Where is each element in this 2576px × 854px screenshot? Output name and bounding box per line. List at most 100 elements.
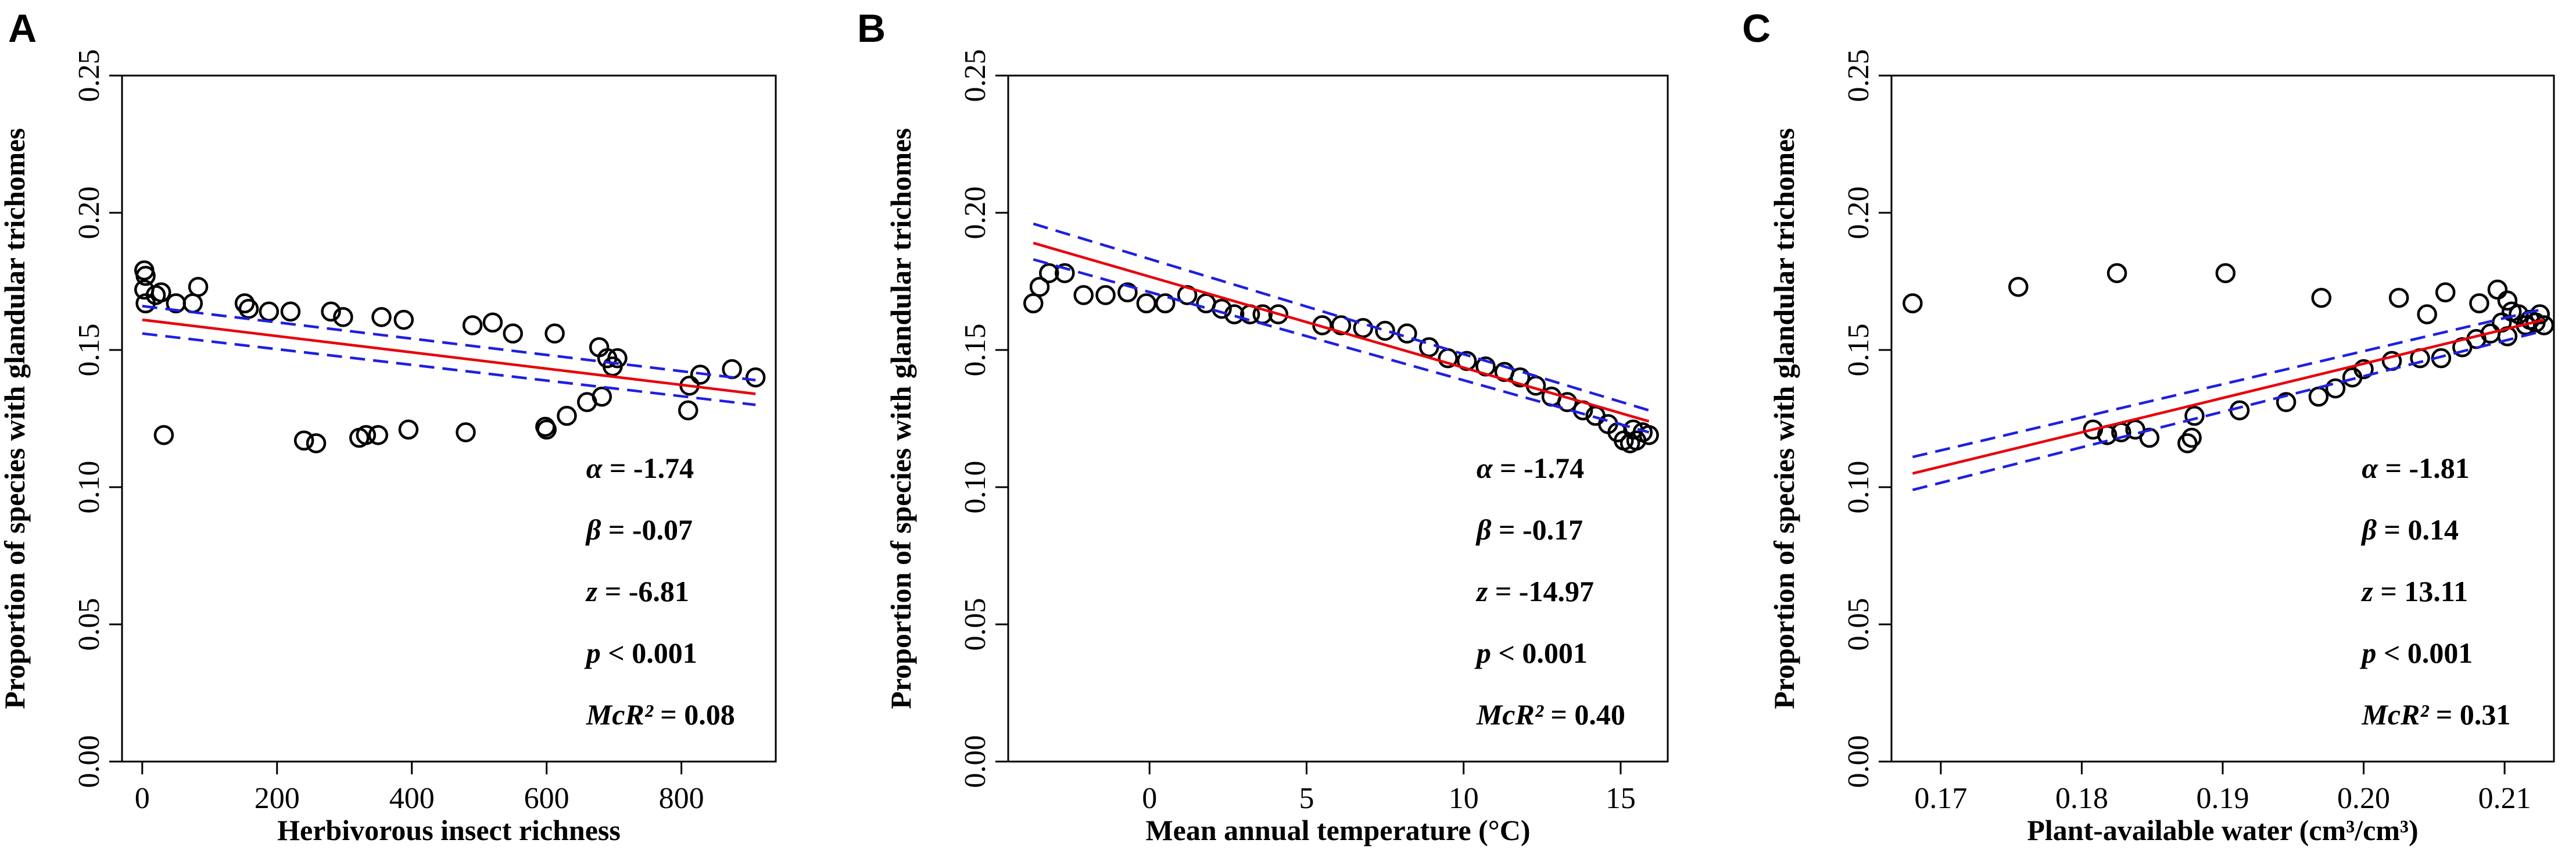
data-point bbox=[503, 323, 523, 344]
stat-annotation: p < 0.001 bbox=[1474, 637, 1588, 669]
fit-line bbox=[142, 318, 756, 395]
stat-value: = -0.07 bbox=[601, 513, 693, 546]
stat-symbol: McR² bbox=[2361, 698, 2429, 731]
stat-symbol: β bbox=[1475, 513, 1492, 546]
stat-annotation: p < 0.001 bbox=[584, 637, 697, 669]
chart-panel-b: B 0.00 0.05 0.10 0.15 0.20 0.25 0 5 10 15 Mean annu… bbox=[857, 6, 1669, 846]
y-tick-label: 0.05 bbox=[959, 598, 992, 651]
data-point bbox=[238, 298, 259, 319]
fit-line bbox=[1912, 318, 2545, 475]
data-point bbox=[368, 425, 388, 445]
stat-value: = -6.81 bbox=[597, 575, 689, 608]
stat-annotation: McR² = 0.40 bbox=[1476, 698, 1625, 731]
data-point bbox=[2530, 304, 2550, 324]
data-point bbox=[1155, 293, 1176, 314]
data-point bbox=[1268, 304, 1289, 324]
data-point bbox=[678, 400, 698, 421]
stat-value: = -1.74 bbox=[602, 452, 694, 484]
data-point bbox=[188, 277, 209, 297]
data-point bbox=[151, 282, 171, 303]
data-point bbox=[745, 367, 766, 388]
data-point bbox=[1055, 263, 1075, 284]
y-tick-label: 0.00 bbox=[1842, 735, 1875, 788]
data-point bbox=[333, 307, 353, 327]
stat-annotation: α = -1.74 bbox=[586, 452, 694, 484]
y-tick-label: 0.15 bbox=[959, 324, 992, 377]
plot-frame bbox=[121, 74, 777, 763]
data-point bbox=[321, 301, 341, 322]
x-tick-label: 200 bbox=[255, 782, 300, 815]
stat-symbol: β bbox=[2360, 513, 2377, 546]
data-point bbox=[2487, 279, 2508, 300]
data-point bbox=[1331, 315, 1352, 335]
y-tick-label: 0.05 bbox=[73, 598, 106, 651]
stat-value: = 0.31 bbox=[2428, 698, 2510, 731]
x-tick-label: 0.18 bbox=[2055, 782, 2108, 815]
panel-letter: A bbox=[8, 6, 37, 51]
stat-value: = 13.11 bbox=[2373, 575, 2468, 608]
y-tick-label: 0.20 bbox=[959, 187, 992, 240]
stat-symbol: z bbox=[2360, 575, 2373, 608]
stat-annotation: p < 0.001 bbox=[2359, 637, 2473, 669]
stat-symbol: α bbox=[1477, 452, 1493, 484]
y-tick-label: 0.00 bbox=[959, 735, 992, 788]
data-point bbox=[1039, 263, 1059, 284]
ci-lower-line bbox=[1912, 329, 2545, 491]
y-tick-label: 0.15 bbox=[73, 324, 106, 377]
fit-line bbox=[1033, 241, 1650, 423]
x-axis-label: Herbivorous insect richness bbox=[277, 814, 621, 846]
data-point bbox=[2388, 288, 2409, 308]
x-axis-label: Plant-available water (cm³/cm³) bbox=[2027, 814, 2418, 846]
stat-annotation: β = 0.14 bbox=[2360, 513, 2459, 546]
stat-symbol: β bbox=[585, 513, 601, 546]
ci-lower-line bbox=[142, 332, 756, 406]
data-point bbox=[536, 419, 557, 440]
x-tick-label: 600 bbox=[524, 782, 569, 815]
x-tick-label: 10 bbox=[1449, 782, 1479, 815]
chart-panel-a: A 0.00 0.05 0.10 0.15 0.20 0.25 0 200 400 600 800 He… bbox=[0, 6, 777, 846]
data-point bbox=[2417, 304, 2437, 324]
ci-upper-line bbox=[1033, 222, 1650, 412]
y-tick-label: 0.00 bbox=[73, 735, 106, 788]
stat-symbol: p bbox=[2359, 637, 2376, 669]
data-point bbox=[1117, 282, 1138, 303]
y-axis-label: Proportion of species with glandular tri… bbox=[884, 128, 917, 709]
stat-value: = 0.14 bbox=[2377, 513, 2459, 546]
plot-frame bbox=[1007, 74, 1669, 763]
stat-annotation: z = -14.97 bbox=[1475, 575, 1594, 608]
data-point bbox=[135, 266, 156, 286]
data-point bbox=[1903, 293, 1923, 314]
data-point bbox=[2181, 427, 2202, 448]
stat-value: = 0.08 bbox=[653, 698, 735, 731]
x-tick-label: 400 bbox=[389, 782, 435, 815]
stat-annotation: z = -6.81 bbox=[585, 575, 689, 608]
stat-value: = -1.74 bbox=[1493, 452, 1585, 484]
data-point bbox=[153, 425, 174, 445]
y-tick-label: 0.05 bbox=[1842, 598, 1875, 651]
stat-value: = 0.40 bbox=[1543, 698, 1625, 731]
x-tick-label: 0 bbox=[1142, 782, 1157, 815]
stat-value: = -0.17 bbox=[1491, 513, 1583, 546]
stat-annotation: McR² = 0.08 bbox=[586, 698, 735, 731]
data-point bbox=[2184, 406, 2205, 426]
data-point bbox=[2276, 392, 2296, 412]
x-tick-label: 800 bbox=[659, 782, 704, 815]
stat-symbol: α bbox=[2362, 452, 2378, 484]
data-point bbox=[393, 309, 414, 330]
stat-annotation: z = 13.11 bbox=[2360, 575, 2468, 608]
x-tick-label: 5 bbox=[1299, 782, 1314, 815]
stat-value: < 0.001 bbox=[2376, 637, 2473, 669]
data-point bbox=[2106, 263, 2127, 284]
stat-symbol: z bbox=[585, 575, 598, 608]
y-axis-label: Proportion of species with glandular tri… bbox=[0, 128, 31, 709]
panel-letter: C bbox=[1742, 6, 1771, 51]
data-point bbox=[280, 301, 301, 322]
y-tick-label: 0.20 bbox=[1842, 187, 1875, 240]
y-tick-label: 0.25 bbox=[73, 49, 106, 102]
data-point bbox=[1353, 317, 1373, 338]
data-point bbox=[2435, 282, 2456, 303]
data-point bbox=[2509, 304, 2529, 324]
ci-upper-line bbox=[142, 305, 756, 382]
stat-value: = -1.81 bbox=[2378, 452, 2470, 484]
